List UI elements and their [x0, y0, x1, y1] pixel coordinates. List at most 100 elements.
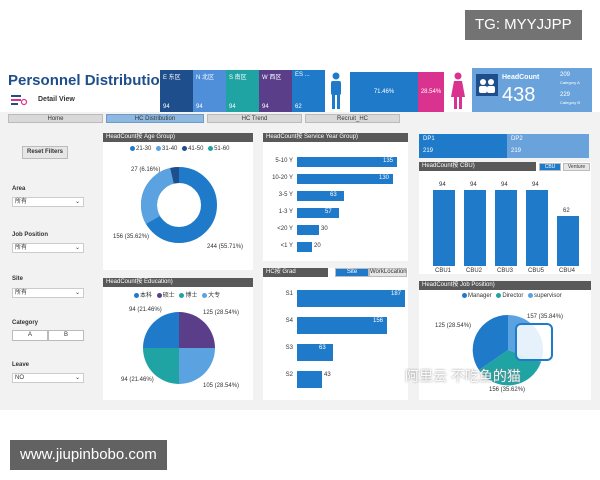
region-value: 94	[262, 104, 269, 110]
legend-swatch	[496, 293, 502, 298]
leave-select[interactable]: NO ⌄	[12, 373, 84, 383]
bar-category-label: 5-10 Y	[275, 158, 293, 164]
bar[interactable]	[297, 157, 397, 167]
bar-value-label: 187	[391, 291, 402, 297]
bar-category-label: CBU5	[528, 268, 545, 274]
edu-label-college: 105 (28.54%)	[203, 383, 240, 389]
female-share-bar: 28.54%	[418, 72, 444, 112]
bar[interactable]	[433, 190, 455, 266]
venture-toggle-button[interactable]: Venture	[563, 163, 590, 171]
filter-area-select[interactable]: 所有 ⌄	[12, 197, 84, 207]
category-label: Category	[12, 320, 39, 326]
region-code: W 西区	[262, 75, 282, 81]
region-tile-w[interactable]: W 西区 94	[259, 70, 292, 112]
grade-site-button[interactable]: Site	[335, 268, 369, 277]
tab-home[interactable]: Home	[8, 114, 103, 123]
region-tile-s[interactable]: S 南区 94	[226, 70, 259, 112]
filter-site-label: Site	[12, 276, 24, 282]
grade-worklocation-button[interactable]: WorkLocation	[369, 268, 407, 277]
edu-slice-bachelor[interactable]	[143, 312, 179, 348]
headcount-label: HeadCount	[502, 74, 540, 81]
category-a-toggle[interactable]: A	[12, 330, 48, 341]
edu-slice-phd[interactable]	[143, 348, 179, 384]
region-code: N 北区	[196, 75, 215, 81]
job-legend: Manager Director supervisor	[459, 293, 562, 299]
education-pie-chart	[143, 312, 215, 384]
bar[interactable]	[297, 174, 393, 184]
cbu-panel-title: HeadCount按 CBU)	[419, 162, 536, 171]
tg-watermark: TG: MYYJJPP	[465, 10, 582, 40]
job-slice-manager[interactable]	[472, 314, 508, 370]
region-code: E 东区	[163, 75, 181, 81]
dp2-label: DP2	[511, 136, 523, 142]
bar[interactable]	[297, 208, 339, 218]
bar[interactable]	[297, 371, 322, 388]
bar[interactable]	[297, 344, 333, 361]
legend-label: supervisor	[534, 293, 562, 300]
bar-value-label: 94	[470, 182, 477, 188]
age-legend: 21-30 31-40 41-50 51-60	[127, 146, 229, 152]
bar[interactable]	[464, 190, 486, 266]
bar-value-label: 130	[379, 175, 390, 181]
leave-value: NO	[15, 375, 24, 381]
filter-job-select[interactable]: 所有 ⌄	[12, 243, 84, 253]
edu-label-bachelor: 94 (21.46%)	[129, 307, 162, 313]
dp1-card[interactable]: DP1 219	[419, 134, 507, 158]
legend-label: Director	[502, 293, 524, 300]
region-tile-e[interactable]: E 东区 94	[160, 70, 193, 112]
detail-view-link[interactable]: Detail View	[38, 96, 75, 103]
education-panel: HeadCount按 Education) 本科 硕士 博士 大专 94 (21…	[103, 278, 253, 400]
reset-filters-button[interactable]: Reset Filters	[22, 146, 68, 159]
filter-site-select[interactable]: 所有 ⌄	[12, 288, 84, 298]
region-code: ES ...	[295, 72, 310, 78]
region-tile-n[interactable]: N 北区 94	[193, 70, 226, 112]
tab-hc-trend[interactable]: HC Trend	[207, 114, 302, 123]
bar[interactable]	[297, 191, 344, 201]
male-share-bar: 71.46%	[350, 72, 418, 112]
bar-category-label: 1-3 Y	[278, 209, 293, 215]
bar-category-label: 3-5 Y	[278, 192, 293, 198]
tab-hc-distribution[interactable]: HC Distribution	[106, 114, 204, 123]
bar[interactable]	[297, 317, 387, 334]
chevron-down-icon: ⌄	[74, 375, 80, 381]
education-panel-title: HeadCount按 Education)	[103, 278, 253, 287]
age-group-panel: HeadCount按 Age Group) 21-30 31-40 41-50 …	[103, 133, 253, 270]
dp2-card[interactable]: DP2 219	[507, 134, 589, 158]
bar-value-label: 30	[321, 226, 328, 232]
age-slice-31-40[interactable]	[141, 167, 180, 224]
region-tile-es[interactable]: ES ... 62	[292, 70, 325, 112]
legend-label: 41-50	[188, 146, 204, 153]
age-label-31-40: 156 (35.62%)	[113, 234, 150, 240]
category-b-toggle[interactable]: B	[48, 330, 84, 341]
detail-view-icon[interactable]	[10, 94, 28, 106]
legend-swatch	[130, 146, 135, 151]
bar[interactable]	[526, 190, 548, 266]
bar-value-label: 20	[314, 243, 321, 249]
bar[interactable]	[297, 225, 319, 235]
filter-job-label: Job Position	[12, 232, 48, 238]
region-value: 62	[295, 104, 302, 110]
page-title: Personnel Distribution	[8, 72, 169, 89]
tab-recruit-hc[interactable]: Recruit_HC	[305, 114, 400, 123]
site-watermark: www.jiupinbobo.com	[10, 440, 167, 470]
legend-swatch	[156, 146, 162, 151]
bar-category-label: CBU3	[497, 268, 514, 274]
education-legend: 本科 硕士 博士 大专	[131, 290, 220, 299]
category-a-label: Category A	[560, 80, 580, 85]
male-pct: 71.46%	[373, 89, 395, 95]
edu-label-masters: 125 (28.54%)	[203, 310, 240, 316]
bar[interactable]	[297, 242, 312, 252]
bar[interactable]	[495, 190, 517, 266]
edu-slice-masters[interactable]	[179, 312, 215, 348]
legend-label: Manager	[468, 293, 492, 300]
cbu-panel: HeadCount按 CBU) CBU Venture 94 CBU1 94 CBU2…	[419, 162, 591, 274]
filter-value: 所有	[15, 245, 28, 251]
age-slice-21-30[interactable]	[170, 167, 180, 184]
category-a-value: 209	[560, 72, 571, 78]
edu-slice-college[interactable]	[179, 348, 215, 384]
bar[interactable]	[297, 290, 405, 307]
bar-category-label: S2	[285, 372, 293, 378]
cbu-toggle-button[interactable]: CBU	[539, 163, 561, 171]
bar[interactable]	[557, 216, 579, 266]
